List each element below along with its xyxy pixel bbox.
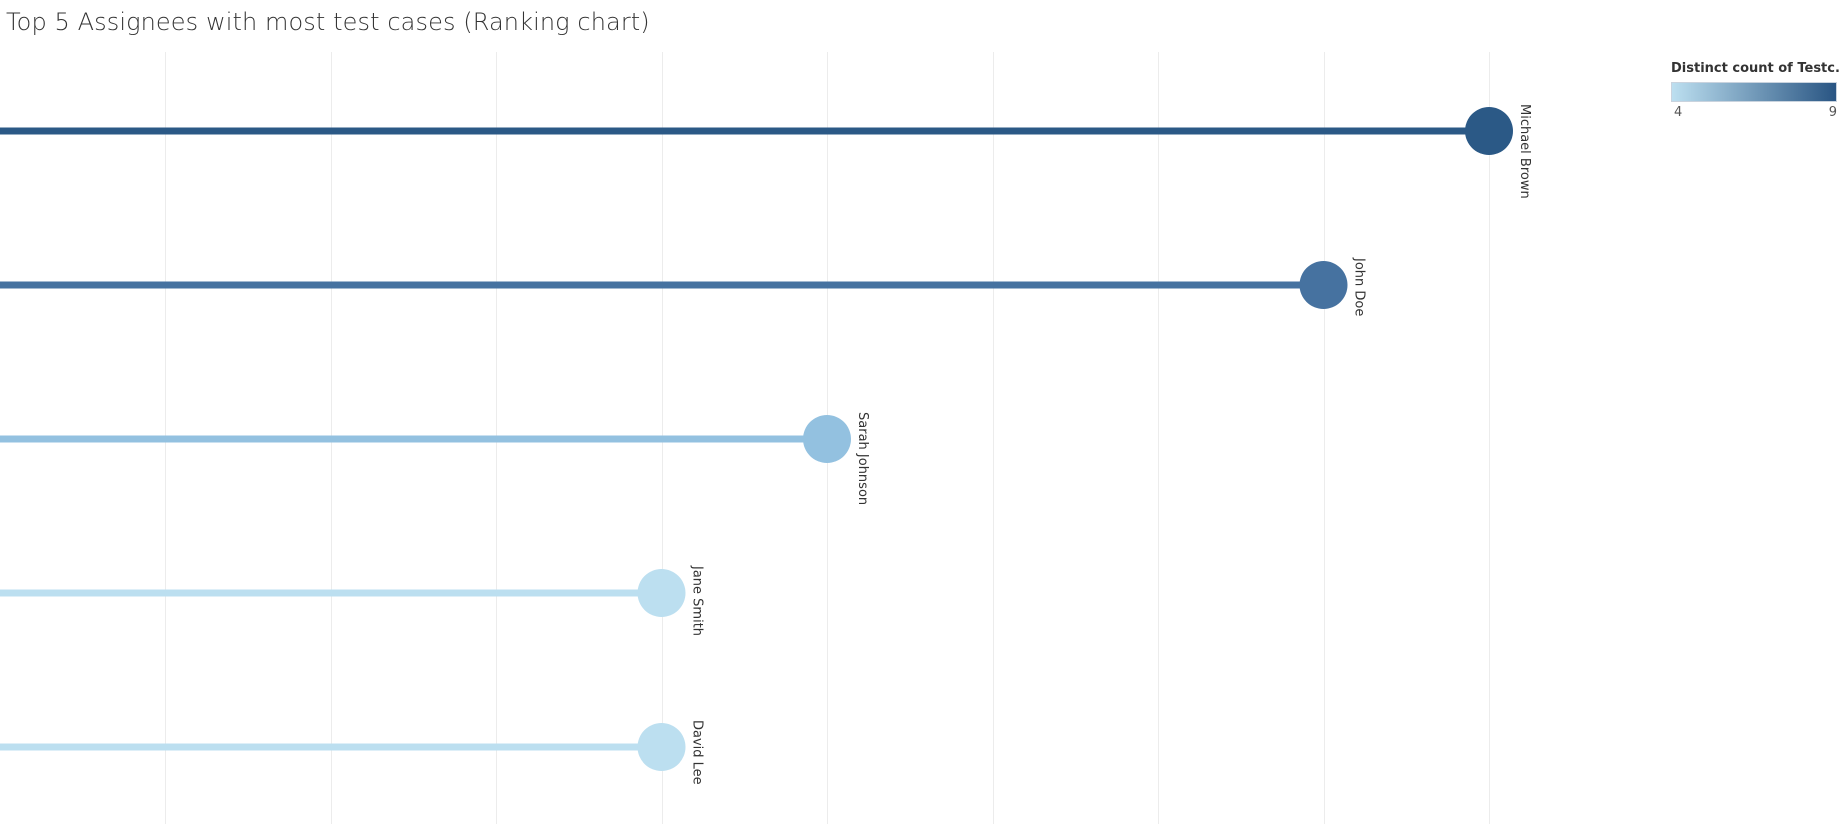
chart-title: Top 5 Assignees with most test cases (Ra… — [6, 8, 650, 36]
lollipop-point[interactable] — [637, 569, 686, 617]
lollipop-point[interactable] — [1465, 107, 1513, 155]
lollipop-point[interactable] — [803, 415, 851, 463]
point-label: Michael Brown — [1517, 104, 1532, 199]
legend-gradient-bar — [1671, 82, 1837, 102]
legend-min-label: 4 — [1674, 105, 1683, 120]
point-label: John Doe — [1352, 257, 1367, 316]
point-label: Jane Smith — [690, 565, 705, 636]
lollipop-point[interactable] — [1299, 261, 1348, 309]
legend-title: Distinct count of Testc.. — [1671, 61, 1841, 76]
lollipop-point[interactable] — [637, 723, 686, 771]
point-label: David Lee — [690, 720, 705, 785]
legend-ticks: 4 9 — [1671, 105, 1841, 121]
chart-marks: Michael Brown John Doe Sarah Johnson Jane S… — [0, 104, 1532, 785]
legend-max-label: 9 — [1828, 105, 1837, 120]
color-legend[interactable]: Distinct count of Testc.. 4 9 — [1671, 61, 1841, 121]
point-label: Sarah Johnson — [855, 412, 870, 505]
